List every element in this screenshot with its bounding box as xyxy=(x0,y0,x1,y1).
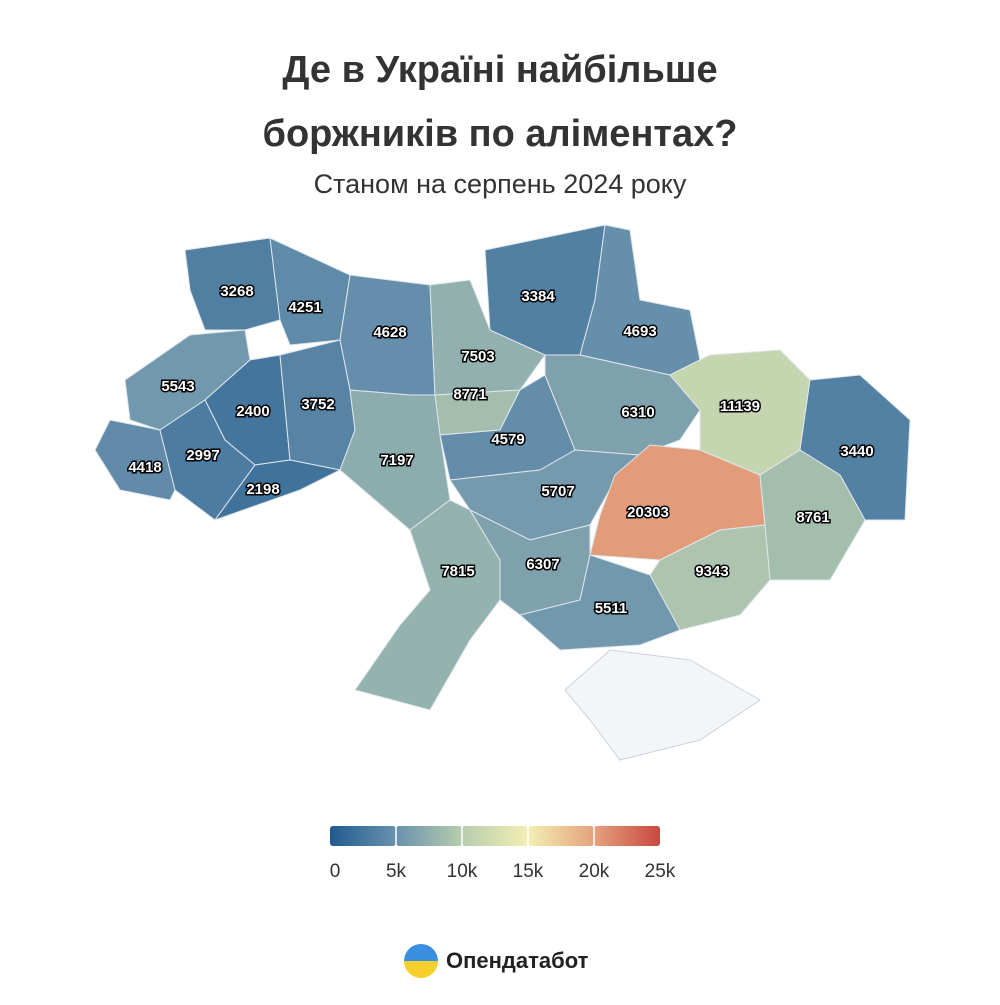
value-label: 11139 xyxy=(720,398,760,415)
legend-tick-label: 0 xyxy=(330,861,341,882)
region xyxy=(544,354,701,456)
value-label: 5543 xyxy=(161,378,194,395)
value-label: 6310 xyxy=(621,404,654,421)
title: Де в Україні найбільше xyxy=(282,49,717,91)
brand: Опендатабот xyxy=(446,948,589,973)
region xyxy=(213,459,342,522)
legend-tick-label: 10k xyxy=(447,861,478,882)
region xyxy=(354,499,501,711)
value-label: 3440 xyxy=(840,443,873,460)
value-label: 7197 xyxy=(380,452,413,469)
value-label: 5707 xyxy=(541,483,574,500)
value-label: 7503 xyxy=(461,348,494,365)
value-label: 3384 xyxy=(521,288,555,305)
legend-band xyxy=(528,826,594,846)
logo xyxy=(404,944,438,978)
value-label: 4418 xyxy=(128,459,161,476)
value-label: 4693 xyxy=(623,323,656,340)
legend-tick-label: 15k xyxy=(513,861,544,882)
value-label: 2198 xyxy=(246,481,279,498)
value-label: 3268 xyxy=(220,283,253,300)
value-label: 2400 xyxy=(236,403,269,420)
legend: 0 5k 10k 15k 20k 25k xyxy=(330,826,676,882)
legend-band xyxy=(396,826,462,846)
labels: 3268 4251 4628 7503 8771 3384 4693 5543 2400 3752… xyxy=(127,281,875,618)
legend-band xyxy=(594,826,660,846)
value-label: 8771 xyxy=(453,386,486,403)
region xyxy=(518,554,681,651)
subtitle: Станом на серпень 2024 року xyxy=(314,169,687,199)
value-label: 20303 xyxy=(627,504,669,521)
value-label: 6307 xyxy=(526,556,559,573)
value-label: 3752 xyxy=(301,396,334,413)
crimea xyxy=(564,649,761,761)
legend-tick-label: 25k xyxy=(645,861,676,882)
value-label: 8761 xyxy=(796,509,829,526)
legend-tick-label: 20k xyxy=(579,861,610,882)
region xyxy=(269,237,351,346)
legend-tick-label: 5k xyxy=(386,861,407,882)
title: боржників по аліментах? xyxy=(263,113,738,155)
value-label: 4251 xyxy=(288,299,321,316)
value-label: 7815 xyxy=(441,563,474,580)
value-label: 9343 xyxy=(695,563,728,580)
value-label: 5511 xyxy=(595,600,628,617)
value-label: 4579 xyxy=(491,431,524,448)
regions xyxy=(94,224,911,711)
value-label: 4628 xyxy=(373,324,406,341)
legend-band xyxy=(330,826,396,846)
legend-band xyxy=(462,826,528,846)
value-label: 2997 xyxy=(186,447,219,464)
